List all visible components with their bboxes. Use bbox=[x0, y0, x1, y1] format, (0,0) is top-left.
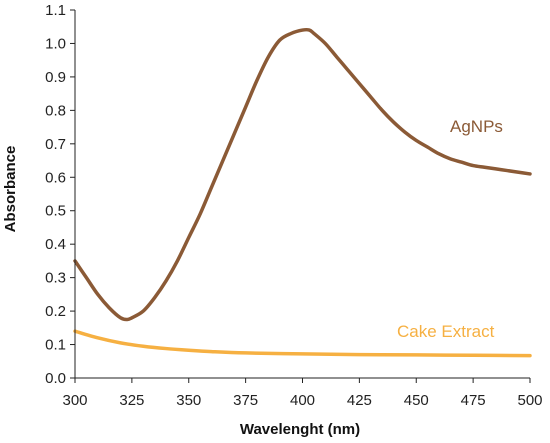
x-tick-label: 475 bbox=[461, 392, 486, 409]
y-tick-label: 0.9 bbox=[45, 69, 66, 86]
y-axis-ticks: 0.0 0.1 0.2 0.3 0.4 0.5 0.6 0.7 0.8 0.9 1.0 1.1 bbox=[45, 2, 75, 387]
y-tick-label: 0.0 bbox=[45, 370, 66, 387]
series-line-cake-extract bbox=[73, 329, 532, 358]
y-tick-label: 0.2 bbox=[45, 303, 66, 320]
x-tick-label: 300 bbox=[62, 392, 87, 409]
series-line-agnps bbox=[73, 27, 532, 322]
y-tick-label: 0.4 bbox=[45, 236, 66, 253]
y-tick-label: 0.6 bbox=[45, 169, 66, 186]
y-tick-label: 0.7 bbox=[45, 136, 66, 153]
y-tick-label: 0.3 bbox=[45, 270, 66, 287]
y-tick-label: 0.8 bbox=[45, 102, 66, 119]
series-layer bbox=[73, 27, 532, 358]
x-tick-label: 450 bbox=[404, 392, 429, 409]
x-tick-label: 500 bbox=[517, 392, 542, 409]
y-tick-label: 1.0 bbox=[45, 35, 66, 52]
x-tick-label: 400 bbox=[290, 392, 315, 409]
series-label-agnps: AgNPs bbox=[450, 117, 503, 136]
y-tick-label: 1.1 bbox=[45, 2, 66, 19]
y-axis-title: Absorbance bbox=[2, 146, 19, 233]
x-axis-title: Wavelenght (nm) bbox=[240, 421, 360, 438]
y-tick-label: 0.1 bbox=[45, 337, 66, 354]
series-label-cake-extract: Cake Extract bbox=[397, 322, 495, 341]
x-axis-ticks: 300 325 350 375 400 425 450 475 500 bbox=[62, 378, 543, 409]
x-tick-label: 325 bbox=[119, 392, 144, 409]
x-tick-label: 425 bbox=[347, 392, 372, 409]
x-tick-label: 350 bbox=[176, 392, 201, 409]
x-tick-label: 375 bbox=[233, 392, 258, 409]
y-tick-label: 0.5 bbox=[45, 203, 66, 220]
